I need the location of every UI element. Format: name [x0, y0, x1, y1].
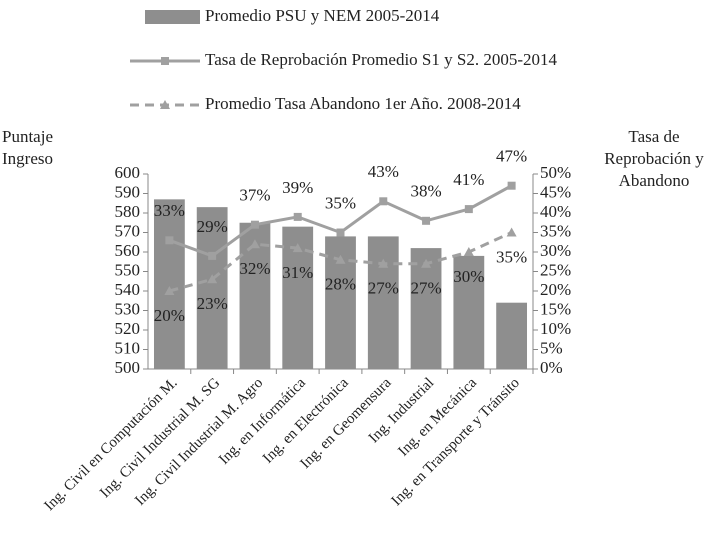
bar	[367, 236, 399, 369]
line-marker	[421, 258, 432, 268]
y-axis-title: Puntaje Ingreso	[2, 127, 53, 168]
data-label: 28%	[325, 275, 356, 294]
y2-tick-label: 35%	[540, 221, 571, 240]
x-tick-label: Ing. en Mecánica	[395, 375, 480, 460]
bar	[410, 248, 442, 369]
y-tick-label: 560	[115, 241, 141, 260]
data-label: 35%	[496, 247, 527, 266]
legend-marker	[161, 57, 169, 65]
data-label: 37%	[239, 186, 270, 205]
bar	[153, 199, 185, 369]
y2-tick-label: 40%	[540, 202, 571, 221]
y-tick-label: 520	[115, 319, 141, 338]
y2-tick-label: 30%	[540, 241, 571, 260]
bar	[196, 207, 228, 369]
line-marker	[249, 239, 260, 249]
y-tick-label: 540	[115, 280, 141, 299]
line-marker	[378, 258, 389, 268]
line-marker	[292, 243, 303, 253]
line-marker	[165, 236, 174, 245]
y-tick-label: 600	[115, 163, 141, 182]
line-marker	[422, 216, 431, 225]
line-marker	[379, 197, 388, 206]
data-label: 41%	[453, 170, 484, 189]
y2-tick-label: 45%	[540, 182, 571, 201]
y2-tick-label: 15%	[540, 299, 571, 318]
bar	[453, 255, 485, 369]
data-label: 27%	[368, 279, 399, 298]
y-tick-label: 550	[115, 260, 141, 279]
data-label: 30%	[453, 267, 484, 286]
y-tick-label: 500	[115, 358, 141, 377]
y2-axis-title: Tasa de Reprobación y Abandono	[604, 127, 704, 190]
y-tick-label: 590	[115, 182, 141, 201]
legend-swatch	[145, 10, 200, 24]
legend-marker	[160, 100, 170, 109]
y-tick-label: 570	[115, 221, 141, 240]
y2-tick-label: 5%	[540, 338, 563, 357]
line-marker	[464, 205, 473, 214]
data-label: 29%	[197, 217, 228, 236]
line-marker	[293, 212, 302, 221]
data-label: 38%	[410, 182, 441, 201]
y-tick-label: 510	[115, 338, 141, 357]
line-marker	[506, 227, 517, 237]
line-marker	[507, 181, 516, 190]
data-label: 39%	[282, 178, 313, 197]
data-label: 20%	[154, 306, 185, 325]
data-label: 35%	[325, 193, 356, 212]
bar	[496, 302, 528, 369]
line-marker	[164, 286, 175, 295]
y-tick-label: 530	[115, 299, 141, 318]
y2-tick-label: 50%	[540, 163, 571, 182]
line-marker	[250, 220, 259, 229]
data-label: 31%	[282, 263, 313, 282]
data-label: 47%	[496, 147, 527, 166]
y2-tick-label: 20%	[540, 280, 571, 299]
line-marker	[335, 254, 346, 264]
line-marker	[207, 274, 218, 284]
y2-tick-label: 0%	[540, 358, 563, 377]
data-label: 32%	[239, 259, 270, 278]
y2-tick-label: 25%	[540, 260, 571, 279]
line-marker	[336, 228, 345, 237]
line-marker	[208, 251, 217, 260]
data-label: 23%	[197, 294, 228, 313]
y-tick-label: 580	[115, 202, 141, 221]
legend-label: Promedio Tasa Abandono 1er Año. 2008-201…	[205, 94, 521, 113]
y2-tick-label: 10%	[540, 319, 571, 338]
data-label: 27%	[410, 279, 441, 298]
legend-label: Promedio PSU y NEM 2005-2014	[205, 6, 440, 25]
line-marker	[463, 247, 474, 256]
data-label: 43%	[368, 162, 399, 181]
legend-label: Tasa de Reprobación Promedio S1 y S2. 20…	[205, 50, 557, 69]
data-label: 33%	[154, 201, 185, 220]
